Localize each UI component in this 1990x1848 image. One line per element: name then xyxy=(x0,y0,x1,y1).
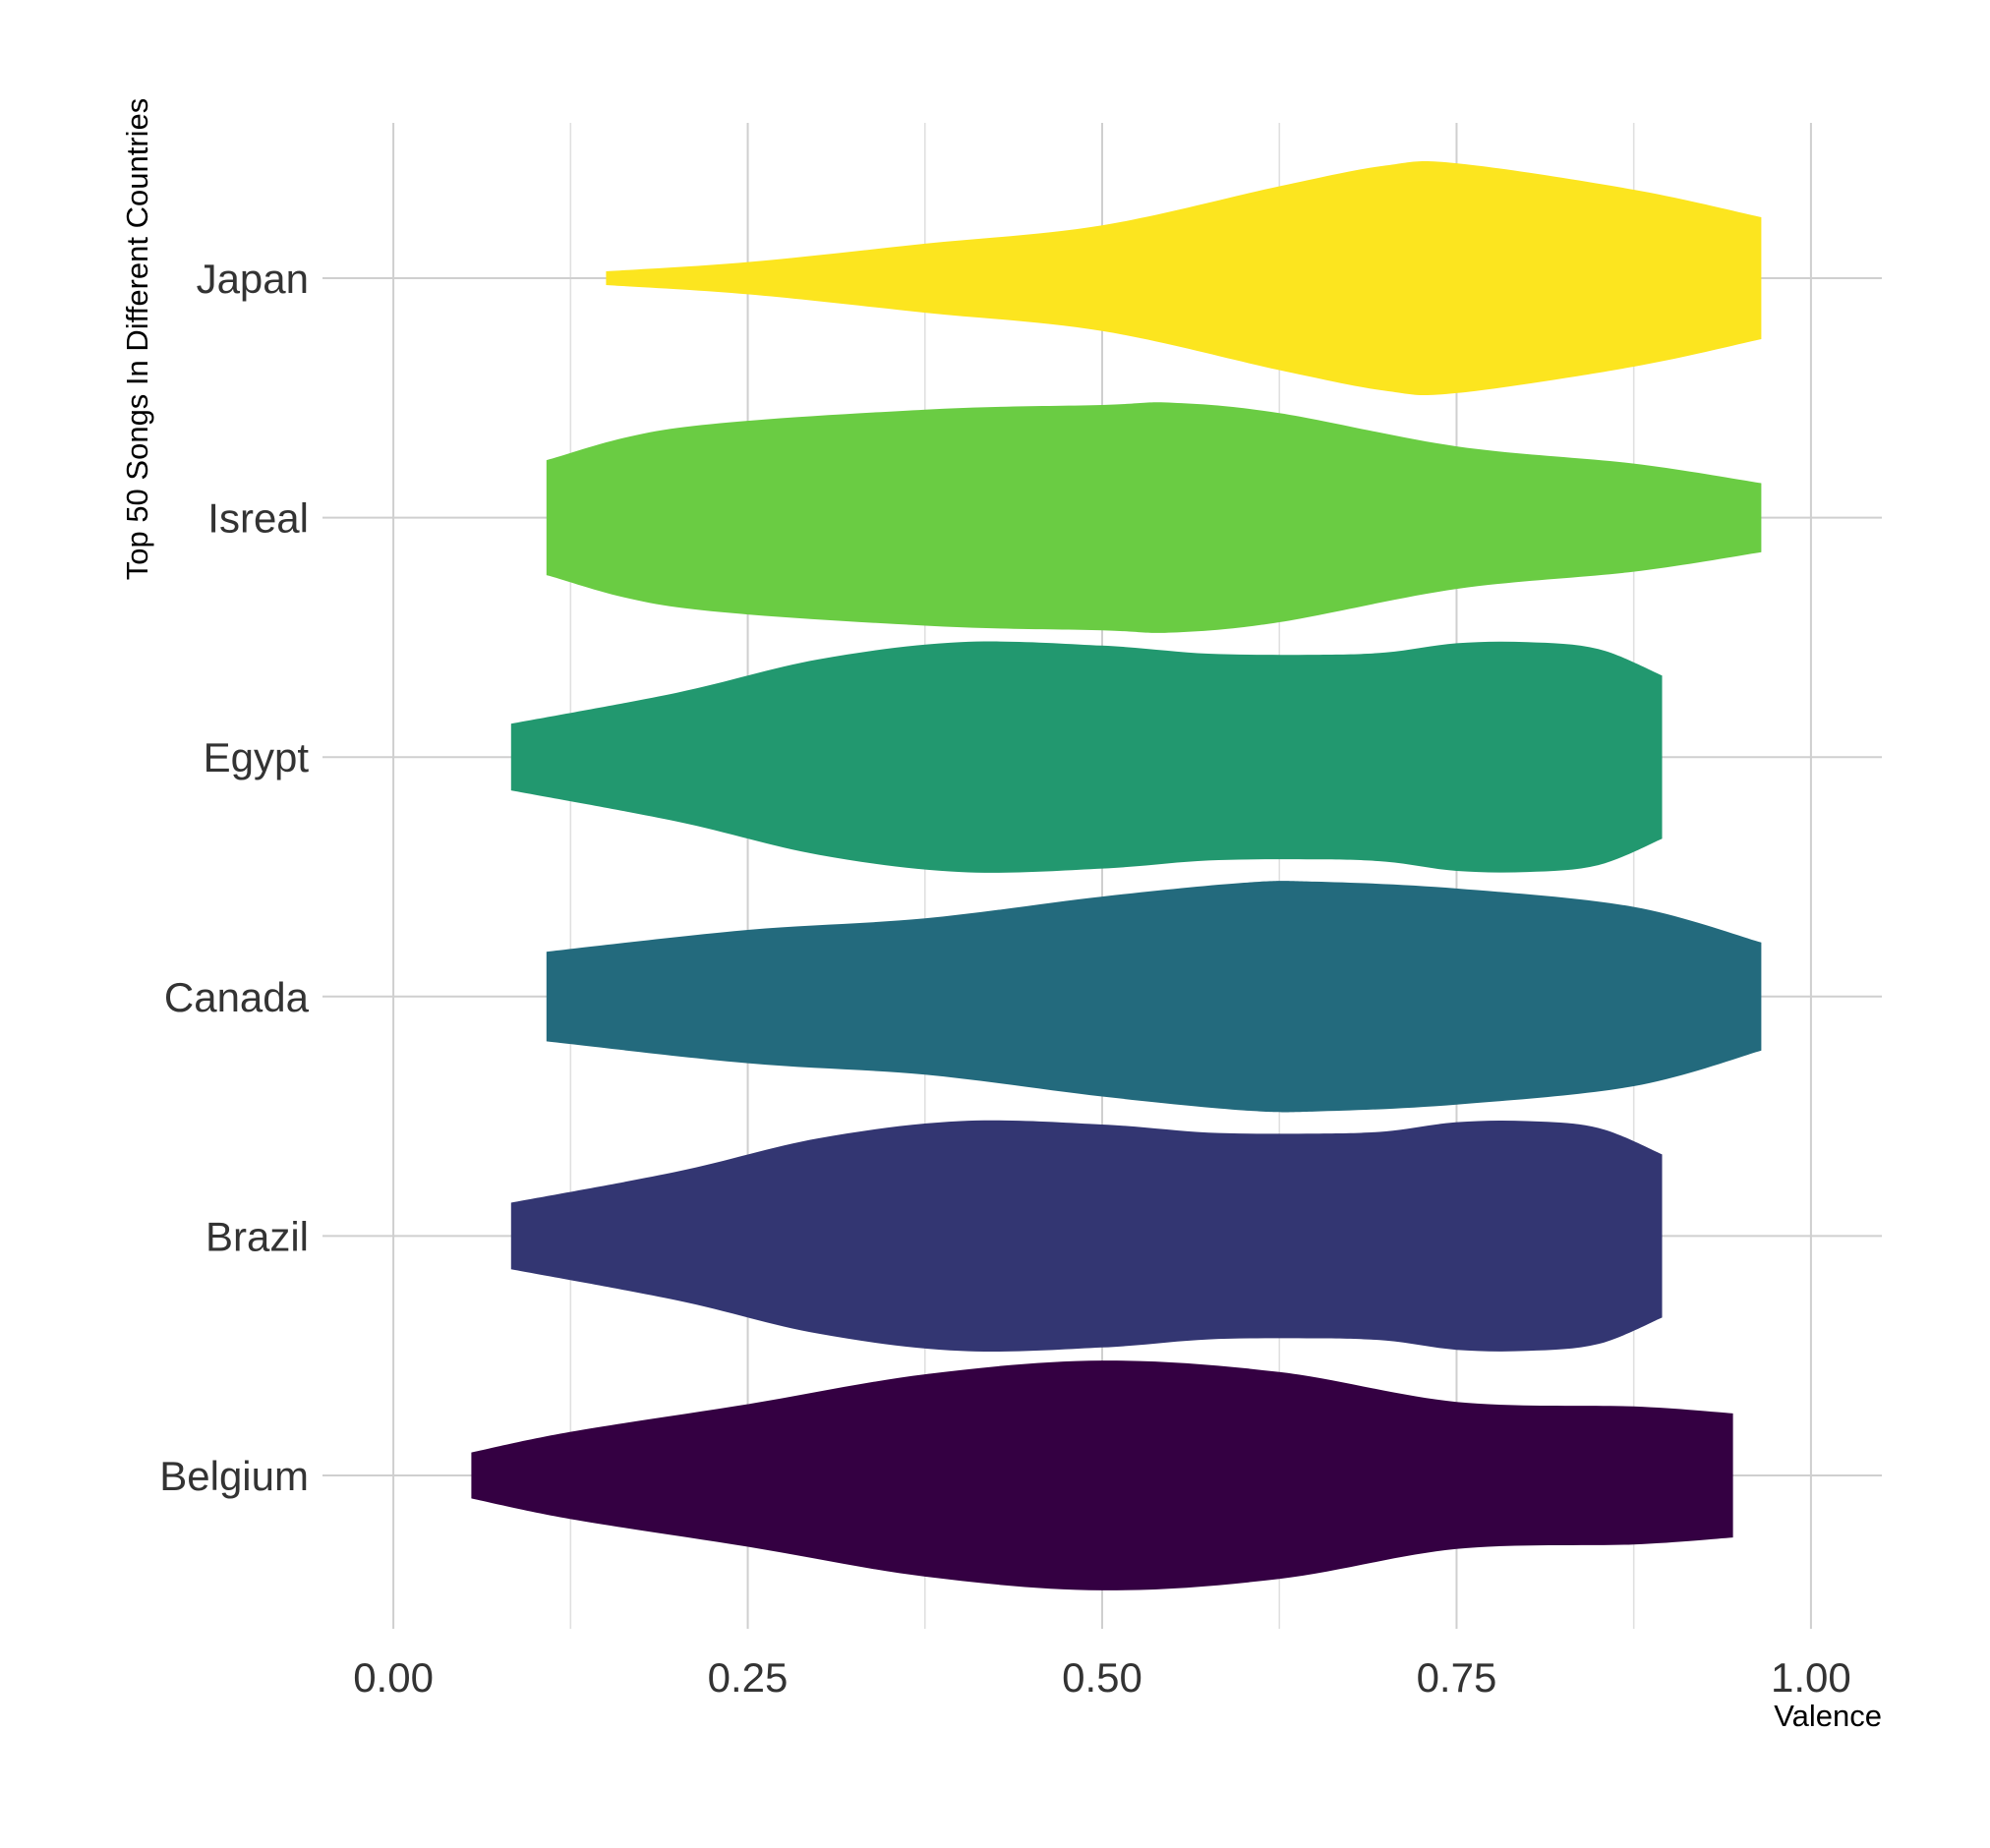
y-tick-label-canada: Canada xyxy=(164,974,310,1020)
y-tick-label-japan: Japan xyxy=(197,256,309,302)
violin-isreal xyxy=(546,402,1762,633)
x-tick-label: 0.25 xyxy=(708,1654,789,1701)
y-tick-label-egypt: Egypt xyxy=(204,734,310,780)
violin-layer xyxy=(471,160,1762,1590)
violin-canada xyxy=(546,881,1762,1113)
x-tick-label: 0.50 xyxy=(1062,1654,1142,1701)
violin-japan xyxy=(606,160,1762,396)
y-tick-label-isreal: Isreal xyxy=(207,495,309,542)
x-tick-label: 1.00 xyxy=(1771,1654,1851,1701)
violin-egypt xyxy=(510,641,1663,873)
y-axis-title: Top 50 Songs In Different Countries xyxy=(120,98,154,581)
x-tick-label: 0.75 xyxy=(1417,1654,1497,1701)
tick-labels: 0.00 0.25 0.50 0.75 1.00 Belgium Brazil Canada E… xyxy=(159,256,1851,1701)
y-tick-label-belgium: Belgium xyxy=(159,1453,309,1499)
y-tick-label-brazil: Brazil xyxy=(205,1213,309,1259)
violin-belgium xyxy=(471,1360,1733,1590)
x-tick-label: 0.00 xyxy=(353,1654,434,1701)
x-axis-title: Valence xyxy=(1774,1699,1882,1733)
violin-brazil xyxy=(510,1120,1663,1353)
